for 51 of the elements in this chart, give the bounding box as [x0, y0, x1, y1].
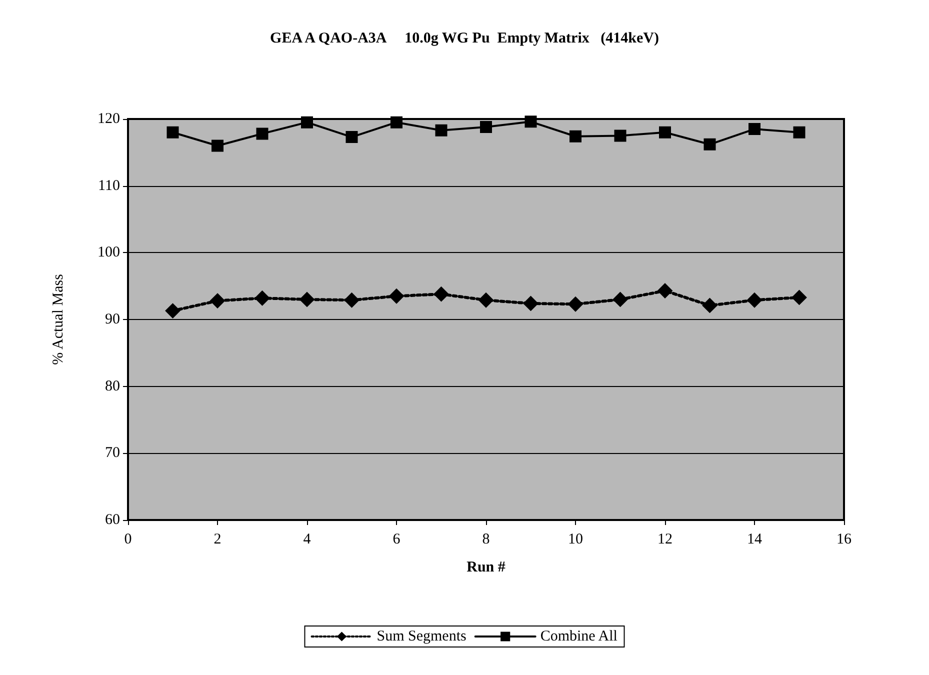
x-tick-label: 14 [747, 532, 762, 548]
point [747, 292, 762, 308]
point [478, 292, 494, 308]
point [389, 288, 404, 304]
x-tick-label: 8 [482, 532, 490, 548]
point [748, 123, 760, 136]
point [612, 292, 628, 307]
x-tick-label: 6 [392, 532, 401, 548]
x-tick-label: 2 [214, 532, 222, 548]
x-tick-label: 16 [836, 532, 852, 548]
point [166, 126, 179, 138]
x-axis-title: Run # [466, 560, 506, 576]
y-tick-label: 100 [98, 244, 120, 261]
point [434, 286, 449, 302]
point [480, 121, 492, 134]
point [165, 303, 180, 318]
point [344, 292, 360, 308]
point [704, 138, 716, 150]
point [614, 130, 626, 142]
x-tick-label: 0 [124, 532, 132, 548]
x-tick-label: 4 [303, 532, 312, 548]
point [523, 296, 538, 311]
point [256, 128, 268, 140]
point [390, 116, 402, 128]
y-tick-label: 70 [105, 445, 120, 462]
point [524, 116, 537, 128]
x-tick-label: 12 [658, 532, 672, 548]
point [658, 283, 672, 298]
point [435, 124, 448, 136]
point [702, 298, 718, 313]
point [300, 292, 314, 307]
x-tick-label: 10 [568, 532, 583, 548]
point [568, 296, 583, 312]
y-tick-label: 90 [105, 312, 120, 328]
y-tick-label: 110 [98, 178, 120, 194]
point [793, 126, 806, 138]
point [301, 116, 313, 128]
point [659, 126, 671, 138]
point [254, 290, 270, 306]
y-tick-label: 60 [105, 512, 120, 528]
legend-label: Combine All [540, 628, 618, 644]
point [792, 290, 807, 305]
point [346, 131, 358, 144]
chart-title: GEA A QAO-A3A 10.0g WG Pu Empty Matrix (414keV) [270, 30, 659, 46]
point [210, 293, 225, 308]
legend-label: Sum Segments [376, 628, 466, 644]
y-axis-title: % Actual Mass [50, 274, 66, 365]
y-tick-label: 80 [105, 378, 120, 394]
y-tick-label: 120 [98, 111, 120, 127]
point [570, 130, 582, 142]
point [212, 140, 224, 152]
